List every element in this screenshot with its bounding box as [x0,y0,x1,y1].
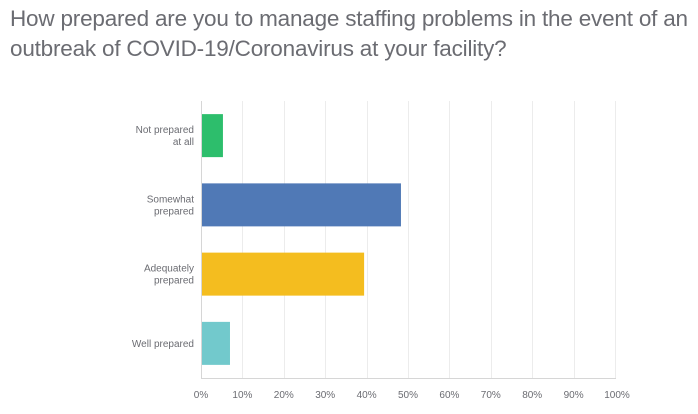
x-tick-label: 30% [315,390,335,401]
x-tick-label: 10% [232,390,252,401]
x-tick-label: 40% [357,390,377,401]
bar [202,183,401,227]
x-tick-label: 50% [398,390,418,401]
bar [202,252,365,296]
x-tick-label: 90% [564,390,584,401]
x-tick-label: 0% [194,390,209,401]
gridlines [242,101,616,378]
category-labels: Not prepared at all Somewhat prepared Adequa… [132,125,194,350]
x-tick-label: 70% [481,390,501,401]
bar [202,321,230,365]
category-label: Not prepared at all [136,125,194,148]
x-tick-label: 60% [439,390,459,401]
x-tick-label: 20% [274,390,294,401]
chart-title: How prepared are you to manage staffing … [10,6,688,61]
category-label: Somewhat prepared [147,194,194,217]
bar [202,114,223,158]
category-label: Adequately prepared [144,264,194,287]
x-tick-labels: 0% 10% 20% 30% 40% 50% 60% 70% 80% 90% 100% [194,390,630,401]
bars [202,114,401,365]
x-tick-label: 100% [604,390,630,401]
category-label: Well prepared [132,339,194,350]
x-tick-label: 80% [522,390,542,401]
